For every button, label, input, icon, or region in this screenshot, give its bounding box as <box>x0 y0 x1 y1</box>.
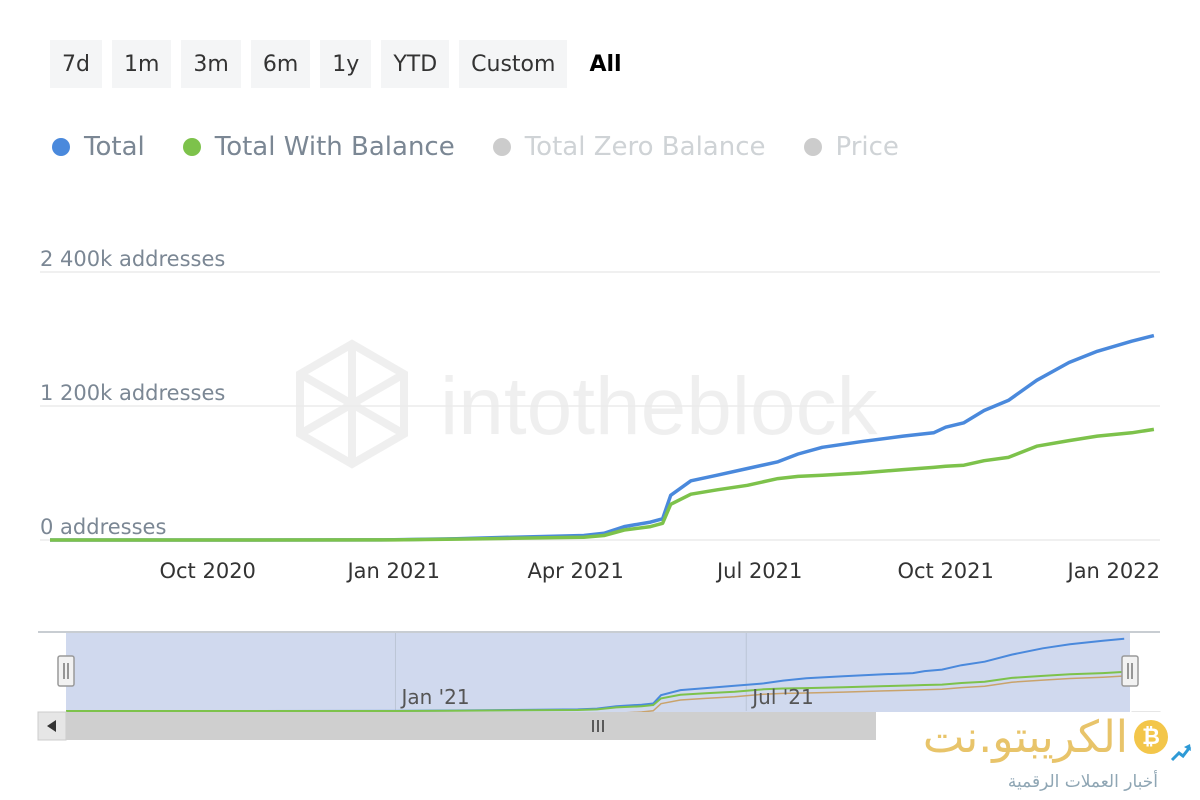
brand-tagline: أخبار العملات الرقمية <box>1007 772 1158 792</box>
navigator-series-total-with-balance <box>66 670 1125 712</box>
legend-dot-icon <box>492 138 511 156</box>
navigator-right-handle[interactable] <box>1121 655 1139 687</box>
x-tick-label: Jan 2021 <box>345 559 440 583</box>
legend-dot-icon <box>803 138 822 156</box>
legend-dot-icon <box>182 138 201 156</box>
legend-label: Total <box>84 132 145 162</box>
legend-item-total[interactable]: Total <box>52 132 145 162</box>
x-tick-label: Jul 2021 <box>715 559 802 583</box>
brand-logo: الكريبتو.نت ₿ أخبار العملات الرقمية <box>876 712 1198 798</box>
y-tick-label: 0 addresses <box>40 515 166 539</box>
y-tick-label: 1 200k addresses <box>40 381 225 405</box>
arrow-left-icon <box>47 720 56 732</box>
x-tick-label: Jan 2022 <box>1066 559 1161 583</box>
bitcoin-coin-icon: ₿ <box>1134 720 1168 754</box>
scroll-left-button[interactable] <box>37 711 67 741</box>
range-button-3m[interactable]: 3m <box>181 40 241 88</box>
y-tick-label: 2 400k addresses <box>40 247 225 271</box>
navigator-left-handle[interactable] <box>57 655 75 687</box>
navigator-tick-label: Jan '21 <box>399 685 469 709</box>
range-button-1m[interactable]: 1m <box>111 40 172 88</box>
legend-item-total-with-balance[interactable]: Total With Balance <box>182 132 455 162</box>
series-line-total-with-balance[interactable] <box>50 427 1155 542</box>
range-button-1y[interactable]: 1y <box>320 40 372 88</box>
legend-item-price[interactable]: Price <box>803 132 899 162</box>
x-tick-label: Oct 2021 <box>897 559 993 583</box>
trend-arrow-icon <box>1170 744 1192 762</box>
brand-name: الكريبتو.نت <box>922 712 1128 763</box>
scroll-grip-icon <box>592 720 604 732</box>
legend-label: Total Zero Balance <box>524 132 766 162</box>
range-button-ytd[interactable]: YTD <box>381 40 450 88</box>
legend-item-total-zero-balance[interactable]: Total Zero Balance <box>492 132 766 162</box>
range-button-all[interactable]: All <box>577 40 633 88</box>
watermark-logo-icon <box>296 339 408 469</box>
range-selector: 7d 1m 3m 6m 1y YTD Custom All <box>50 40 634 88</box>
legend-label: Total With Balance <box>214 132 455 162</box>
x-tick-label: Oct 2020 <box>159 559 255 583</box>
legend-label: Price <box>835 132 899 162</box>
range-button-custom[interactable]: Custom <box>459 40 568 88</box>
chart-legend: Total Total With Balance Total Zero Balanc… <box>52 132 899 162</box>
range-button-7d[interactable]: 7d <box>50 40 102 88</box>
legend-dot-icon <box>52 138 70 156</box>
range-button-6m[interactable]: 6m <box>250 40 311 88</box>
navigator-tick-label: Jul '21 <box>750 685 813 709</box>
navigator-selection[interactable] <box>66 633 1130 712</box>
x-tick-label: Apr 2021 <box>527 559 623 583</box>
